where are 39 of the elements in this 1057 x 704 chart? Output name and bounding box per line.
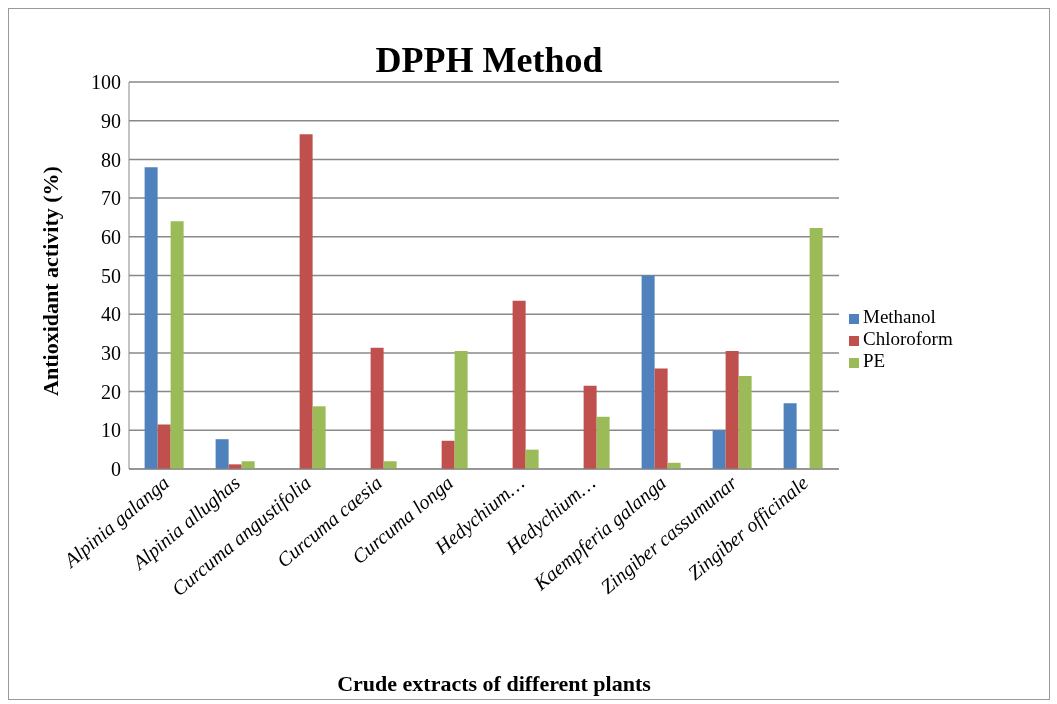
legend-label: Methanol	[863, 306, 936, 327]
bar	[215, 439, 229, 469]
chart-title: DPPH Method	[375, 40, 603, 80]
bar	[783, 403, 797, 469]
bar	[738, 376, 752, 469]
y-tick-label: 100	[91, 71, 121, 94]
bar	[712, 430, 726, 469]
y-tick-label: 30	[101, 342, 121, 364]
bar	[370, 347, 384, 469]
bar	[512, 300, 526, 469]
bar	[299, 134, 313, 469]
legend-label: PE	[863, 350, 886, 371]
y-tick-label: 50	[101, 264, 121, 287]
y-tick-label: 10	[101, 419, 121, 442]
bar	[170, 221, 184, 469]
y-tick-label: 90	[101, 109, 121, 132]
bar	[312, 406, 326, 469]
y-tick-label: 70	[101, 187, 121, 210]
bar	[241, 461, 255, 469]
bar	[441, 440, 455, 469]
y-tick-label: 40	[101, 303, 121, 326]
bar	[525, 449, 539, 469]
bar	[809, 227, 823, 469]
bar	[144, 167, 158, 469]
bar	[157, 424, 171, 469]
bar	[383, 461, 397, 469]
y-axis-title: Antioxidant activity (%)	[38, 166, 64, 396]
bar	[583, 385, 597, 469]
bar	[725, 350, 739, 469]
bar	[641, 275, 655, 469]
y-tick-label: 0	[111, 458, 121, 481]
y-tick-label: 60	[101, 225, 121, 248]
bar	[454, 350, 468, 469]
legend-label: Chloroform	[863, 328, 953, 349]
y-tick-label: 20	[101, 380, 121, 403]
bar	[596, 416, 610, 469]
x-axis-title: Crude extracts of different plants	[336, 671, 652, 697]
bar	[654, 368, 668, 469]
y-tick-label: 80	[101, 148, 121, 171]
